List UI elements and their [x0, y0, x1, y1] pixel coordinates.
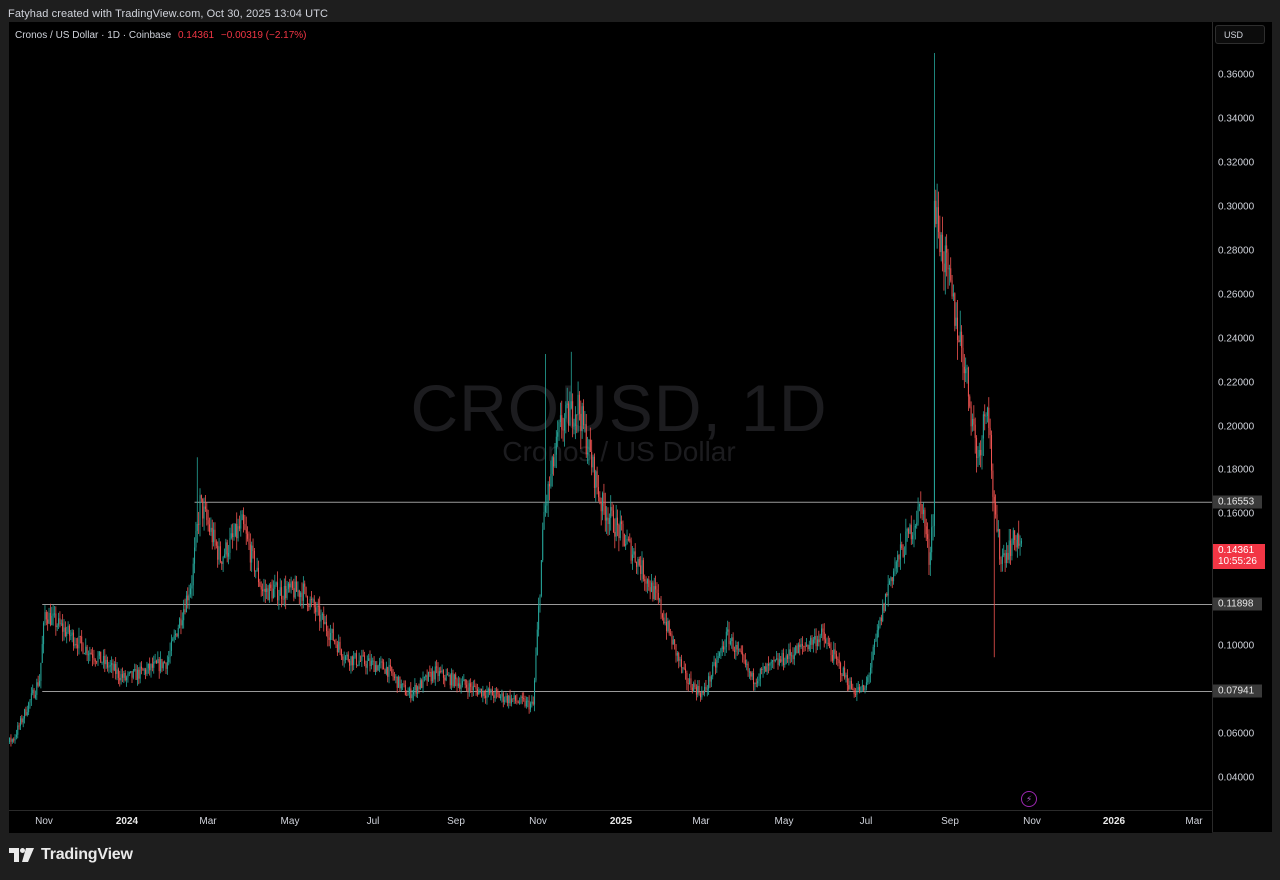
price-tick: 0.04000	[1218, 772, 1255, 784]
level-tag-resistance: 0.16553	[1213, 495, 1262, 509]
last-price-tag-value: 0.14361	[1218, 545, 1255, 556]
time-tick: Jul	[859, 816, 873, 827]
time-tick: Nov	[1023, 816, 1041, 827]
price-tick: 0.36000	[1218, 69, 1255, 81]
price-tick: 0.16000	[1218, 508, 1255, 520]
time-tick: 2024	[115, 816, 139, 827]
price-tick: 0.06000	[1218, 728, 1255, 740]
time-tick: May	[280, 816, 300, 827]
price-tick: 0.20000	[1218, 421, 1255, 433]
time-tick: Jul	[366, 816, 380, 827]
time-axis[interactable]	[9, 810, 1212, 833]
price-tick: 0.22000	[1218, 377, 1255, 389]
last-price-value: 0.14361	[177, 30, 215, 41]
time-tick: Mar	[199, 816, 217, 827]
tradingview-logo-icon	[9, 848, 34, 862]
price-tick: 0.10000	[1218, 640, 1255, 652]
price-tick: 0.28000	[1218, 245, 1255, 257]
price-tick: 0.18000	[1218, 464, 1255, 476]
chart-credit: Fatyhad created with TradingView.com, Oc…	[8, 8, 329, 20]
candlestick-series[interactable]	[9, 22, 1212, 810]
time-tick: Mar	[692, 816, 710, 827]
level-tag-mid: 0.11898	[1213, 597, 1262, 611]
tradingview-brand: TradingView	[41, 846, 133, 863]
time-tick: Nov	[529, 816, 547, 827]
time-tick: Nov	[35, 816, 53, 827]
price-tick: 0.30000	[1218, 201, 1255, 213]
bar-countdown: 10:55:26	[1218, 556, 1257, 567]
tradingview-logo[interactable]: TradingView	[9, 846, 133, 864]
time-tick: May	[774, 816, 794, 827]
price-change-value: −0.00319 (−2.17%)	[220, 30, 307, 41]
chart-plot-area[interactable]: CROUSD, 1D Cronos / US Dollar	[9, 22, 1212, 810]
time-tick: Mar	[1185, 816, 1203, 827]
time-tick: 2026	[1102, 816, 1126, 827]
time-tick: 2025	[609, 816, 633, 827]
level-tag-support: 0.07941	[1213, 684, 1262, 698]
last-price-tag: 0.14361 10:55:26	[1213, 544, 1265, 569]
currency-selector[interactable]: USD	[1215, 25, 1265, 44]
price-tick: 0.34000	[1218, 113, 1255, 125]
price-tick: 0.24000	[1218, 333, 1255, 345]
price-tick: 0.32000	[1218, 157, 1255, 169]
lightning-event-icon[interactable]: ⚡	[1021, 791, 1037, 807]
price-tick: 0.26000	[1218, 289, 1255, 301]
symbol-description: Cronos / US Dollar · 1D · Coinbase	[15, 30, 172, 41]
symbol-legend[interactable]: Cronos / US Dollar · 1D · Coinbase 0.143…	[15, 30, 307, 41]
time-tick: Sep	[941, 816, 959, 827]
time-tick: Sep	[447, 816, 465, 827]
